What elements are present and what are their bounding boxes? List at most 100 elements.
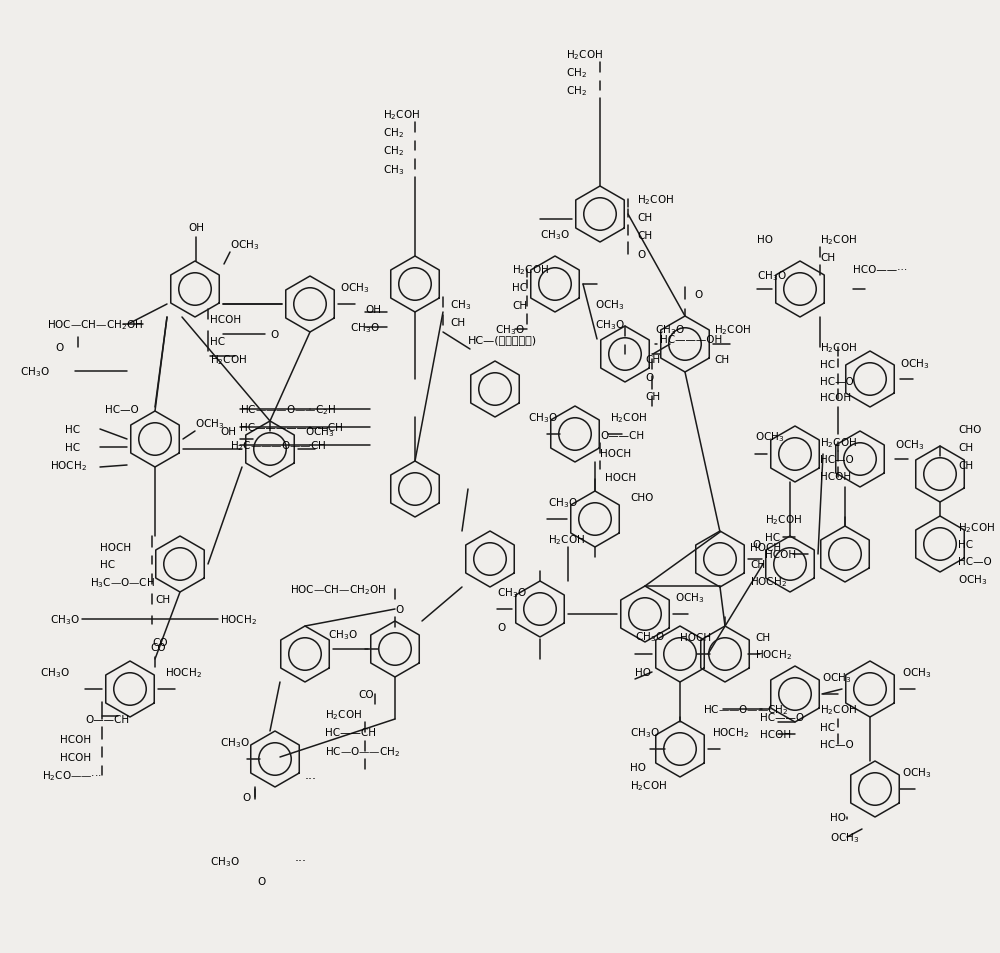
Text: O——CH: O——CH (600, 431, 644, 440)
Text: CH: CH (755, 633, 770, 642)
Text: HOC—CH—CH$_2$OH: HOC—CH—CH$_2$OH (290, 582, 386, 597)
Text: O: O (55, 343, 63, 353)
Text: HC—O: HC—O (820, 740, 854, 749)
Text: CH$_3$O: CH$_3$O (50, 613, 80, 626)
Text: HOCH$_2$: HOCH$_2$ (165, 665, 202, 679)
Text: HCOH: HCOH (60, 734, 91, 744)
Text: CH$_3$O: CH$_3$O (540, 228, 570, 242)
Text: HOCH$_2$: HOCH$_2$ (50, 458, 87, 473)
Text: CH$_3$O: CH$_3$O (210, 854, 240, 868)
Text: OCH$_3$: OCH$_3$ (822, 670, 851, 684)
Text: CO: CO (152, 638, 168, 647)
Text: HCOH: HCOH (820, 393, 851, 402)
Text: OH: OH (188, 223, 204, 233)
Text: HC—O: HC—O (820, 376, 854, 387)
Text: CH$_3$O: CH$_3$O (595, 317, 625, 332)
Text: HCOH: HCOH (760, 729, 791, 740)
Text: OCH$_3$: OCH$_3$ (340, 281, 369, 294)
Text: H$_2$COH: H$_2$COH (383, 108, 420, 122)
Text: OCH$_3$: OCH$_3$ (595, 297, 624, 312)
Text: O: O (395, 604, 403, 615)
Text: CH$_2$: CH$_2$ (383, 144, 404, 158)
Text: OCH$_3$: OCH$_3$ (305, 425, 334, 438)
Text: HC: HC (210, 336, 225, 347)
Text: O: O (242, 792, 250, 802)
Text: HOCH$_2$: HOCH$_2$ (750, 575, 787, 588)
Text: OCH$_3$: OCH$_3$ (900, 356, 929, 371)
Text: H$_2$COH: H$_2$COH (210, 353, 247, 367)
Text: H$_2$COH: H$_2$COH (566, 48, 603, 62)
Text: H$_2$COH: H$_2$COH (548, 533, 585, 546)
Text: CH: CH (637, 231, 652, 241)
Text: O: O (637, 250, 645, 260)
Text: H$_2$COH: H$_2$COH (610, 411, 647, 424)
Text: HOCH$_2$: HOCH$_2$ (712, 725, 749, 740)
Text: CH$_3$O: CH$_3$O (350, 321, 380, 335)
Text: OH: OH (365, 305, 381, 314)
Text: CH: CH (637, 213, 652, 223)
Text: HO: HO (635, 667, 651, 678)
Text: HOC—CH—CH$_2$OH: HOC—CH—CH$_2$OH (47, 317, 143, 332)
Text: CH$_3$O: CH$_3$O (757, 269, 787, 283)
Text: H$_2$COH: H$_2$COH (325, 707, 362, 721)
Text: CH: CH (450, 317, 465, 328)
Text: HOCH$_2$: HOCH$_2$ (220, 613, 257, 626)
Text: H$_2$COH: H$_2$COH (512, 263, 549, 276)
Text: CH: CH (958, 460, 973, 471)
Text: HOCH: HOCH (100, 542, 131, 553)
Text: CHO: CHO (630, 493, 653, 502)
Text: OCH$_3$: OCH$_3$ (902, 765, 931, 780)
Text: HC———————CH: HC———————CH (240, 422, 343, 433)
Text: CHO: CHO (958, 424, 981, 435)
Text: H$_2$COH: H$_2$COH (630, 779, 667, 792)
Text: HCOH: HCOH (60, 752, 91, 762)
Text: HC: HC (65, 424, 80, 435)
Text: CO: CO (150, 642, 166, 652)
Text: H$_2$CO——···: H$_2$CO——··· (42, 768, 102, 782)
Text: CH$_3$O: CH$_3$O (328, 627, 358, 641)
Text: OCH$_3$: OCH$_3$ (830, 830, 859, 844)
Text: HOCH: HOCH (750, 542, 781, 553)
Text: CH: CH (958, 442, 973, 453)
Text: CH: CH (645, 355, 660, 365)
Text: CO: CO (358, 689, 374, 700)
Text: CH: CH (714, 355, 729, 365)
Text: CH$_3$O: CH$_3$O (40, 665, 70, 679)
Text: HC—O: HC—O (958, 557, 992, 566)
Text: CH$_3$: CH$_3$ (450, 297, 471, 312)
Text: CH$_3$O: CH$_3$O (630, 725, 660, 740)
Text: ···: ··· (305, 773, 317, 785)
Text: HC: HC (958, 539, 973, 550)
Text: HCOH: HCOH (820, 472, 851, 481)
Text: HOCH: HOCH (600, 449, 631, 458)
Text: O: O (694, 290, 702, 299)
Text: CH: CH (155, 595, 170, 604)
Text: CH$_3$O: CH$_3$O (497, 585, 527, 599)
Text: O: O (270, 330, 278, 339)
Text: CH$_3$O: CH$_3$O (220, 736, 250, 749)
Text: CH$_3$O: CH$_3$O (635, 629, 665, 643)
Text: CH$_3$O: CH$_3$O (20, 365, 50, 378)
Text: OCH$_3$: OCH$_3$ (195, 416, 224, 431)
Text: H$_2$COH: H$_2$COH (714, 323, 751, 336)
Text: O: O (497, 622, 505, 633)
Text: CH$_3$O: CH$_3$O (548, 496, 578, 509)
Text: HC—O: HC—O (820, 455, 854, 464)
Text: OCH$_3$: OCH$_3$ (902, 665, 931, 679)
Text: HOCH: HOCH (605, 473, 636, 482)
Text: HC———OH: HC———OH (660, 335, 722, 345)
Text: CH: CH (750, 559, 765, 569)
Text: CH$_3$O: CH$_3$O (495, 323, 525, 336)
Text: OCH$_3$: OCH$_3$ (895, 437, 924, 452)
Text: HO: HO (757, 234, 773, 245)
Text: CH$_3$O: CH$_3$O (655, 323, 685, 336)
Text: OCH$_3$: OCH$_3$ (958, 573, 987, 586)
Text: CH$_2$: CH$_2$ (566, 66, 587, 80)
Text: HC—(碳水化合物): HC—(碳水化合物) (468, 335, 537, 345)
Text: HC——O——CH$_2$: HC——O——CH$_2$ (703, 702, 789, 716)
Text: HC——O: HC——O (760, 712, 804, 722)
Text: HC———O——C$_2$H: HC———O——C$_2$H (240, 403, 336, 416)
Text: CH$_3$O: CH$_3$O (528, 411, 558, 424)
Text: HOCH: HOCH (680, 633, 711, 642)
Text: HC: HC (820, 359, 835, 370)
